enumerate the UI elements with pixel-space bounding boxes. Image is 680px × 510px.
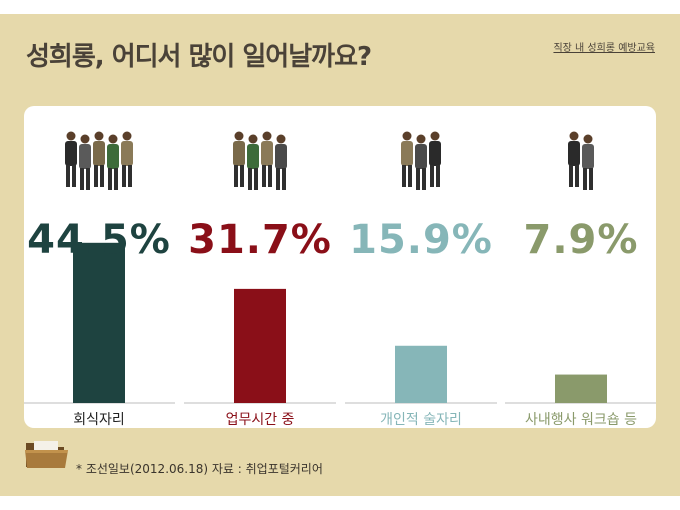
page-title: 성희롱, 어디서 많이 일어날까요? xyxy=(26,42,372,72)
chart-panel: 44.5% 회식자리 31.7% 업무시간 중 15.9% 개인적 술자리 7.9% 사내행사… xyxy=(24,106,656,428)
people-group-icon xyxy=(233,131,287,190)
value-label: 44.5% xyxy=(27,217,171,263)
people-group-icon xyxy=(65,131,133,190)
value-label: 7.9% xyxy=(524,217,639,263)
category-label: 회식자리 xyxy=(73,412,125,428)
bar xyxy=(395,345,447,403)
people-group-icon xyxy=(401,131,441,190)
folder-icon xyxy=(25,441,68,468)
value-label: 15.9% xyxy=(349,217,493,263)
header-subtitle-link[interactable]: 직장 내 성희롱 예방교육 xyxy=(553,43,655,54)
source-note: * 조선일보(2012.06.18) 자료 : 취업포털커리어 xyxy=(76,462,323,476)
bar xyxy=(555,374,607,403)
people-group-icon xyxy=(568,131,594,190)
category-label: 개인적 술자리 xyxy=(380,412,462,428)
category-label: 사내행사 워크숍 등 xyxy=(525,412,637,428)
bar-chart: 44.5% 회식자리 31.7% 업무시간 중 15.9% 개인적 술자리 7.9% 사내행사… xyxy=(24,131,656,428)
value-label: 31.7% xyxy=(188,217,332,263)
slide-background: 성희롱, 어디서 많이 일어날까요? 직장 내 성희롱 예방교육 44.5% 회식… xyxy=(0,14,680,496)
bar xyxy=(73,242,125,403)
category-label: 업무시간 중 xyxy=(226,412,295,428)
bar xyxy=(234,288,286,403)
